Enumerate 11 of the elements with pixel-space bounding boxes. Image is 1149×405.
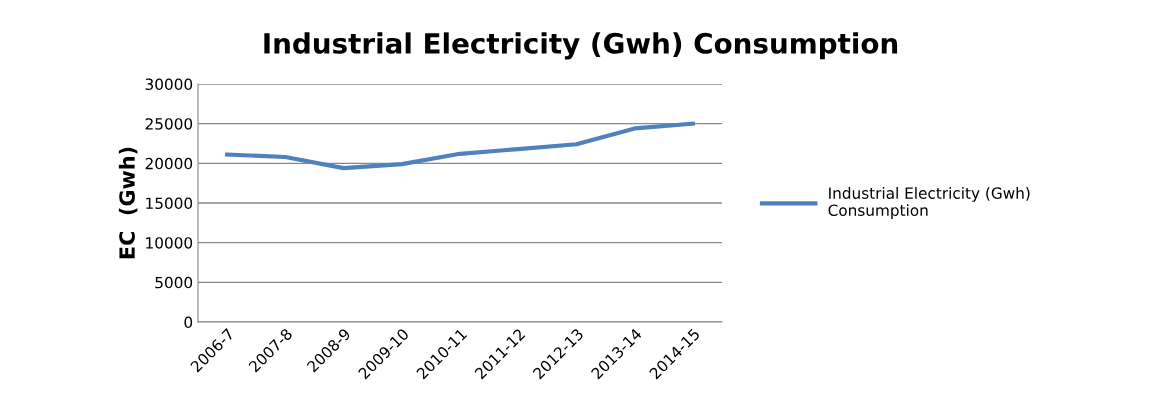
legend-label: Industrial Electricity (Gwh) Consumption (828, 187, 1030, 219)
y-tick-label: 20000 (145, 157, 193, 170)
y-axis-title: EC (Gwh) (118, 147, 138, 259)
y-tick-label: 15000 (146, 197, 193, 210)
y-tick-label: 5000 (155, 276, 193, 289)
chart-title: Industrial Electricity (Gwh) Consumption (264, 32, 898, 60)
y-tick-label: 0 (184, 316, 193, 329)
y-tick-label: 25000 (145, 118, 193, 130)
y-tick-label: 30000 (145, 78, 193, 91)
y-tick-label: 10000 (146, 237, 193, 249)
line-series (225, 121, 695, 171)
